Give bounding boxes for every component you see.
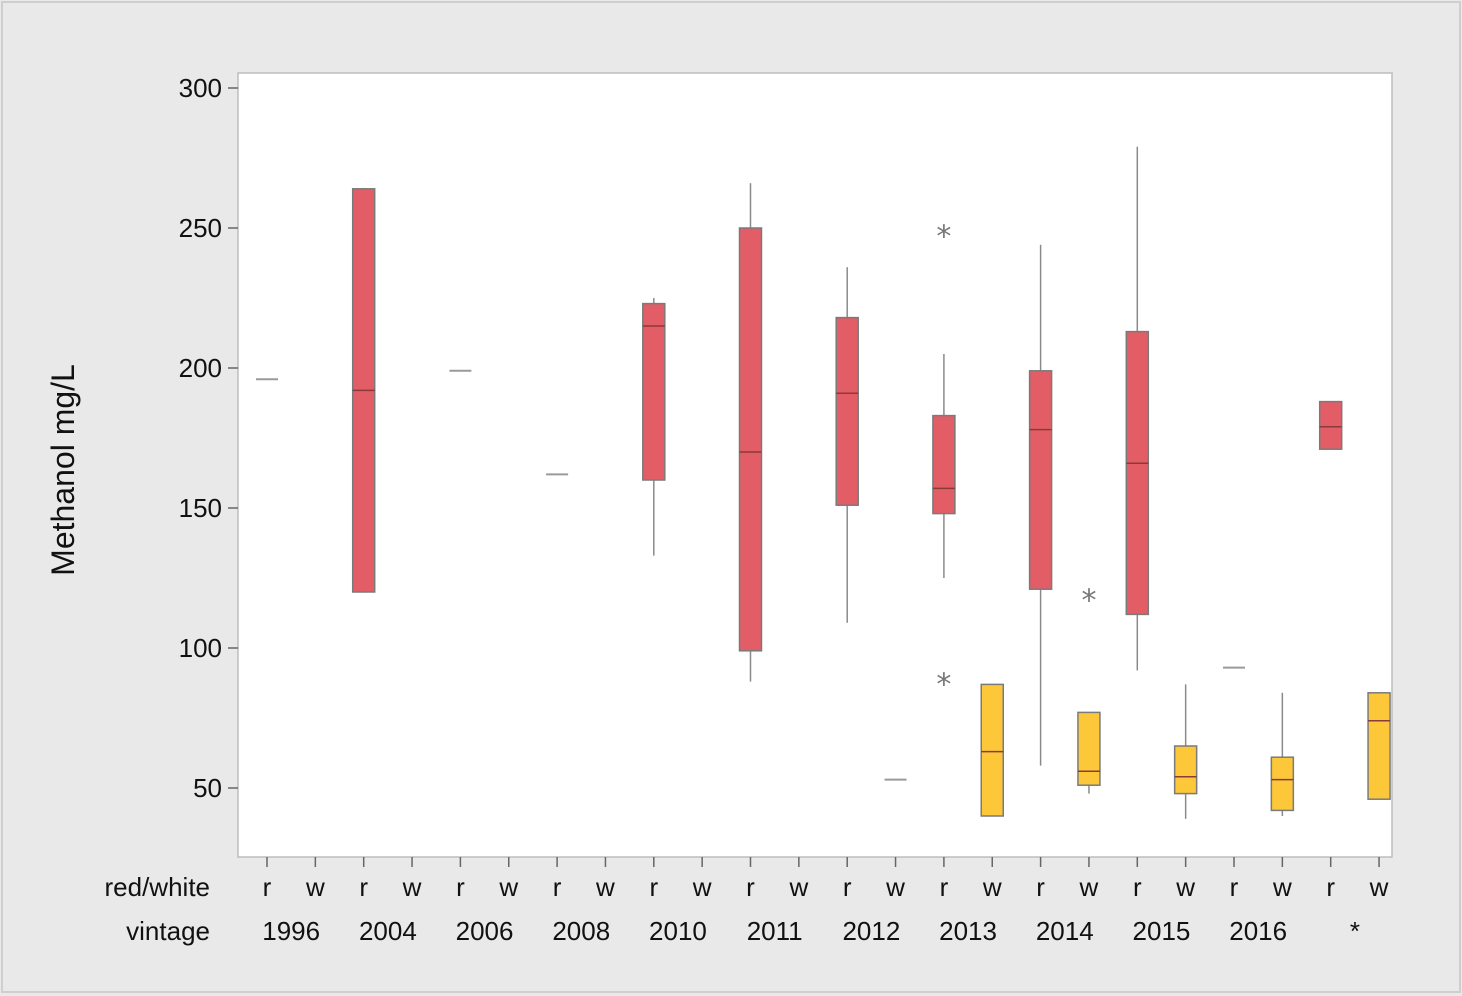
box-2016-w [1270,692,1295,816]
group-tick-label: r [553,872,562,902]
group-tick-label: w [982,872,1002,902]
box-*-r [1318,400,1343,450]
group-tick-label: r [843,872,852,902]
box-2011-r [738,183,763,682]
box-body [1173,745,1198,795]
group-tick-label: w [1272,872,1292,902]
outlier-point: * [936,220,951,255]
box-body [932,414,956,515]
group-tick-label: r [1230,872,1239,902]
vintage-row-label: vintage [126,916,210,946]
box-body [835,316,859,506]
box-body [1367,692,1391,800]
box-body [1028,370,1053,590]
y-tick-label: 250 [179,213,222,243]
outlier-point: * [936,668,951,703]
group-tick-label: r [1133,872,1142,902]
y-tick-label: 100 [179,633,222,663]
box-body [980,683,1004,817]
box-body [1125,330,1150,616]
box-2015-r [1125,146,1150,671]
box-body [1270,756,1295,812]
outlier-point: * [1081,584,1096,619]
vintage-tick-label: 2008 [552,916,610,946]
group-tick-label: r [263,872,272,902]
group-tick-label: w [1175,872,1195,902]
vintage-tick-label: 2006 [456,916,514,946]
box-2012-r [835,267,859,623]
box-2014-w: * [1077,584,1101,794]
vintage-tick-label: 2004 [359,916,417,946]
group-tick-label: w [402,872,422,902]
group-tick-label: r [1326,872,1335,902]
vintage-tick-label: 2012 [842,916,900,946]
box-2010-r [642,298,666,556]
group-tick-label: r [359,872,368,902]
box-2013-w [980,683,1004,817]
group-tick-label: w [788,872,808,902]
box-body [642,302,666,481]
group-tick-label: w [1369,872,1389,902]
group-tick-label: w [305,872,325,902]
group-tick-label: r [456,872,465,902]
y-axis-label: Methanol mg/L [45,364,81,576]
vintage-tick-label: 2011 [747,916,803,946]
box-body [1077,711,1101,786]
plot-area [237,72,1393,858]
box-2013-r: ** [932,220,956,703]
vintage-tick-label: 2013 [939,916,997,946]
group-tick-label: w [885,872,905,902]
box-2014-r [1028,244,1053,766]
vintage-tick-label: 2014 [1036,916,1094,946]
vintage-tick-label: 2015 [1133,916,1191,946]
group-tick-label: r [649,872,658,902]
x-axis: r w 1996 r w 2004 r w 2006 r w 2008 r w 2010 r w 2011 r w 20… [262,857,1389,946]
group-tick-label: r [746,872,755,902]
group-tick-label: w [498,872,518,902]
box-2015-w [1173,684,1198,819]
box-*-w [1367,692,1391,800]
box-marks: *** [256,146,1391,819]
y-tick-label: 50 [193,773,222,803]
vintage-tick-label: 1996 [262,916,320,946]
box-body [1318,400,1343,450]
y-tick-label: 300 [179,73,222,103]
group-tick-label: r [940,872,949,902]
vintage-tick-label: * [1350,916,1360,946]
y-tick-label: 150 [179,493,222,523]
y-tick-label: 200 [179,353,222,383]
y-axis: 50 100 150 200 250 300 [179,73,238,803]
box-2004-r [351,188,376,593]
group-row-label: red/white [105,872,211,902]
group-tick-label: w [1079,872,1099,902]
box-body [738,227,763,652]
group-tick-label: w [692,872,712,902]
vintage-tick-label: 2016 [1229,916,1287,946]
group-tick-label: w [595,872,615,902]
group-tick-label: r [1036,872,1045,902]
vintage-tick-label: 2010 [649,916,707,946]
